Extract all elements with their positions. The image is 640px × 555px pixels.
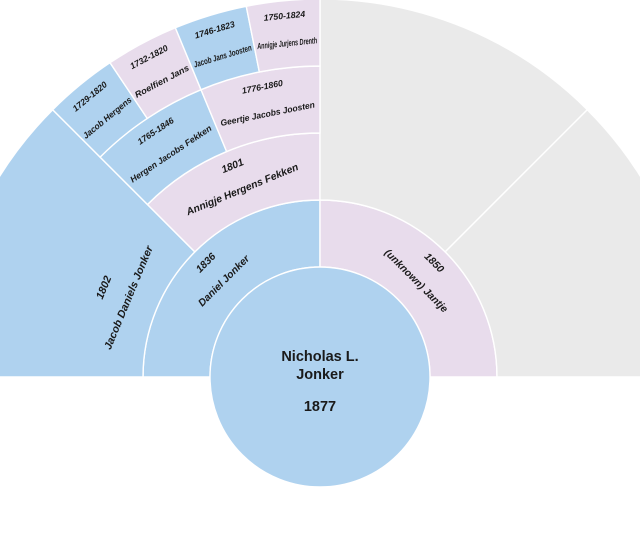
svg-text:1877: 1877 [304, 399, 336, 415]
svg-text:Jonker: Jonker [296, 367, 344, 383]
svg-text:Nicholas L.: Nicholas L. [281, 349, 358, 365]
